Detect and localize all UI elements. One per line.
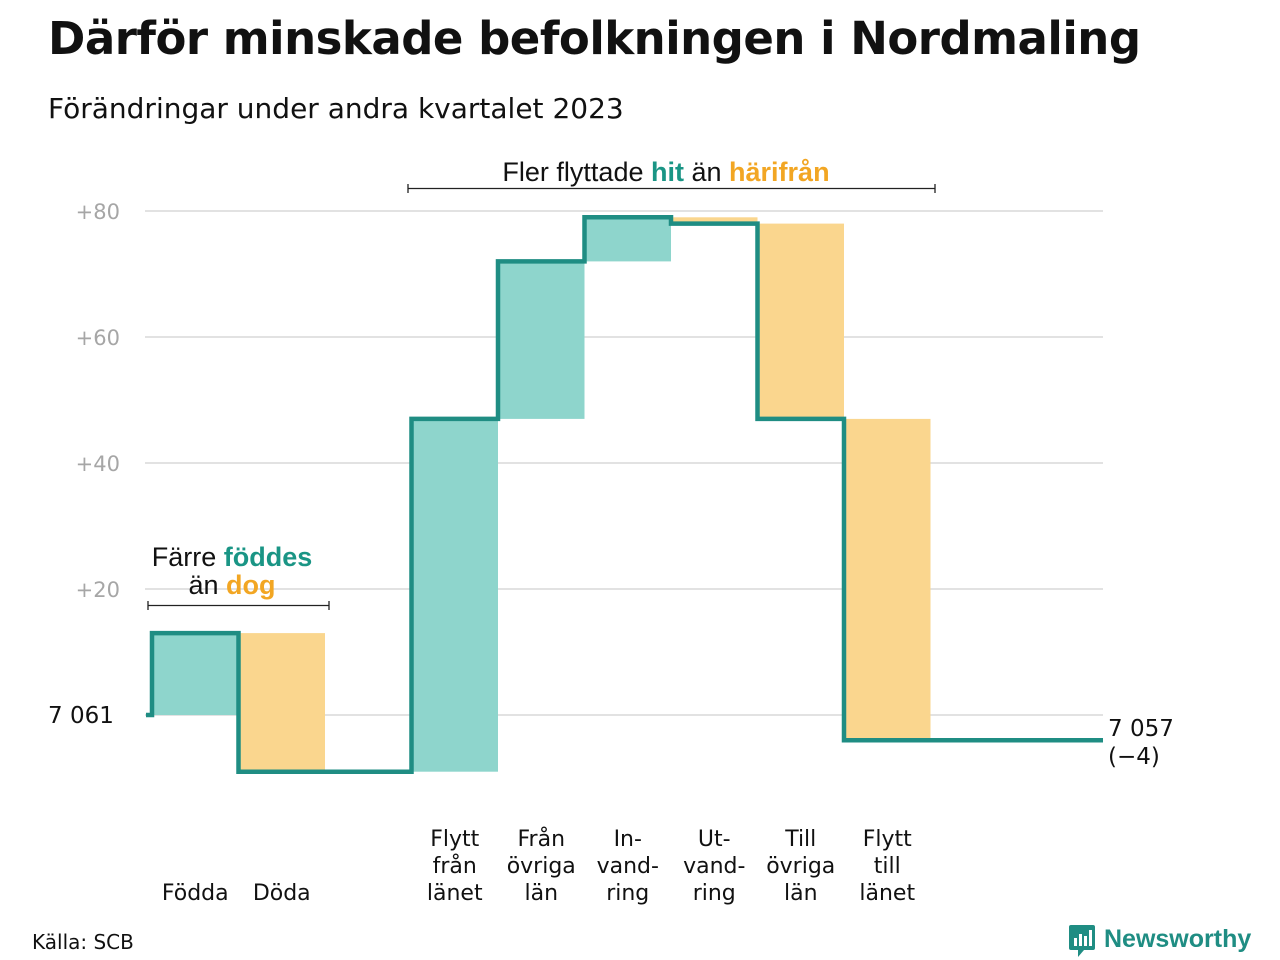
bar-decrease <box>757 223 844 419</box>
cumulative-step-line <box>146 215 1103 774</box>
newsworthy-logo: Newsworthy <box>1068 924 1251 960</box>
value-labels: 7 061 7 057(−4) <box>48 703 1174 770</box>
y-tick-label: +80 <box>76 200 120 224</box>
bracket-births <box>147 601 330 610</box>
chart-title: Därför minskade befolkningen i Nordmalin… <box>48 12 1141 65</box>
category-label: Flytt från länet <box>427 827 483 906</box>
y-tick-label: +20 <box>76 578 120 602</box>
y-tick-label: +40 <box>76 452 120 476</box>
annotation-births-line2: än dog <box>188 570 275 600</box>
bar-increase <box>411 418 498 772</box>
category-label: Ut-vand-ring <box>683 827 745 906</box>
cumulative-line <box>146 215 1103 774</box>
bar-increase <box>584 217 671 262</box>
category-label: Till övriga län <box>766 827 835 906</box>
bar-increase <box>498 261 585 419</box>
bars <box>152 217 931 772</box>
source-note: Källa: SCB <box>32 930 134 954</box>
category-label: In-vand-ring <box>597 827 659 906</box>
category-label: Döda <box>253 881 311 906</box>
bracket-migration <box>407 184 936 193</box>
end-value-label: 7 057 <box>1108 716 1174 742</box>
bar-decrease <box>238 633 325 772</box>
y-axis-ticks: +20 +40 +60 +80 <box>76 200 120 602</box>
category-labels: Födda Döda Flytt från länet Från övriga län In-v… <box>162 826 916 906</box>
annotation-births-line1: Färre föddes <box>152 542 313 572</box>
brand-name: Newsworthy <box>1104 925 1252 953</box>
bar-decrease <box>844 418 931 741</box>
category-label: Flytt till länet <box>859 827 915 906</box>
bar-chart-icon <box>1069 925 1095 957</box>
chart-subtitle: Förändringar under andra kvartalet 2023 <box>48 92 624 125</box>
start-value-label: 7 061 <box>48 703 114 729</box>
annotation-migration: Fler flyttade hit än härifrån <box>502 157 829 187</box>
end-change-label: (−4) <box>1108 744 1160 770</box>
y-tick-label: +60 <box>76 326 120 350</box>
category-label: Födda <box>162 881 229 906</box>
bar-decrease <box>671 217 758 224</box>
bar-increase <box>152 633 239 715</box>
category-label: Från övriga län <box>507 826 576 906</box>
